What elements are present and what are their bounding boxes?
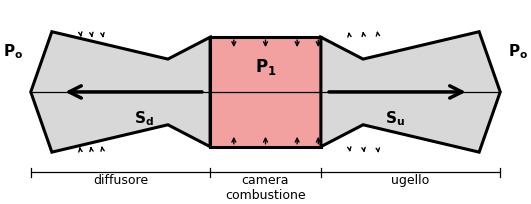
Text: $\mathbf{P_1}$: $\mathbf{P_1}$	[255, 57, 276, 77]
Text: camera
combustione: camera combustione	[225, 174, 306, 202]
Text: $\mathbf{P_o}$: $\mathbf{P_o}$	[3, 42, 23, 61]
Text: $\mathbf{S_u}$: $\mathbf{S_u}$	[385, 109, 405, 128]
Text: $\mathbf{P_o}$: $\mathbf{P_o}$	[508, 42, 528, 61]
Text: diffusore: diffusore	[93, 174, 148, 187]
Text: ugello: ugello	[391, 174, 430, 187]
Polygon shape	[210, 37, 321, 147]
Text: $\mathbf{S_d}$: $\mathbf{S_d}$	[134, 109, 154, 128]
Polygon shape	[31, 32, 210, 152]
Polygon shape	[321, 32, 500, 152]
